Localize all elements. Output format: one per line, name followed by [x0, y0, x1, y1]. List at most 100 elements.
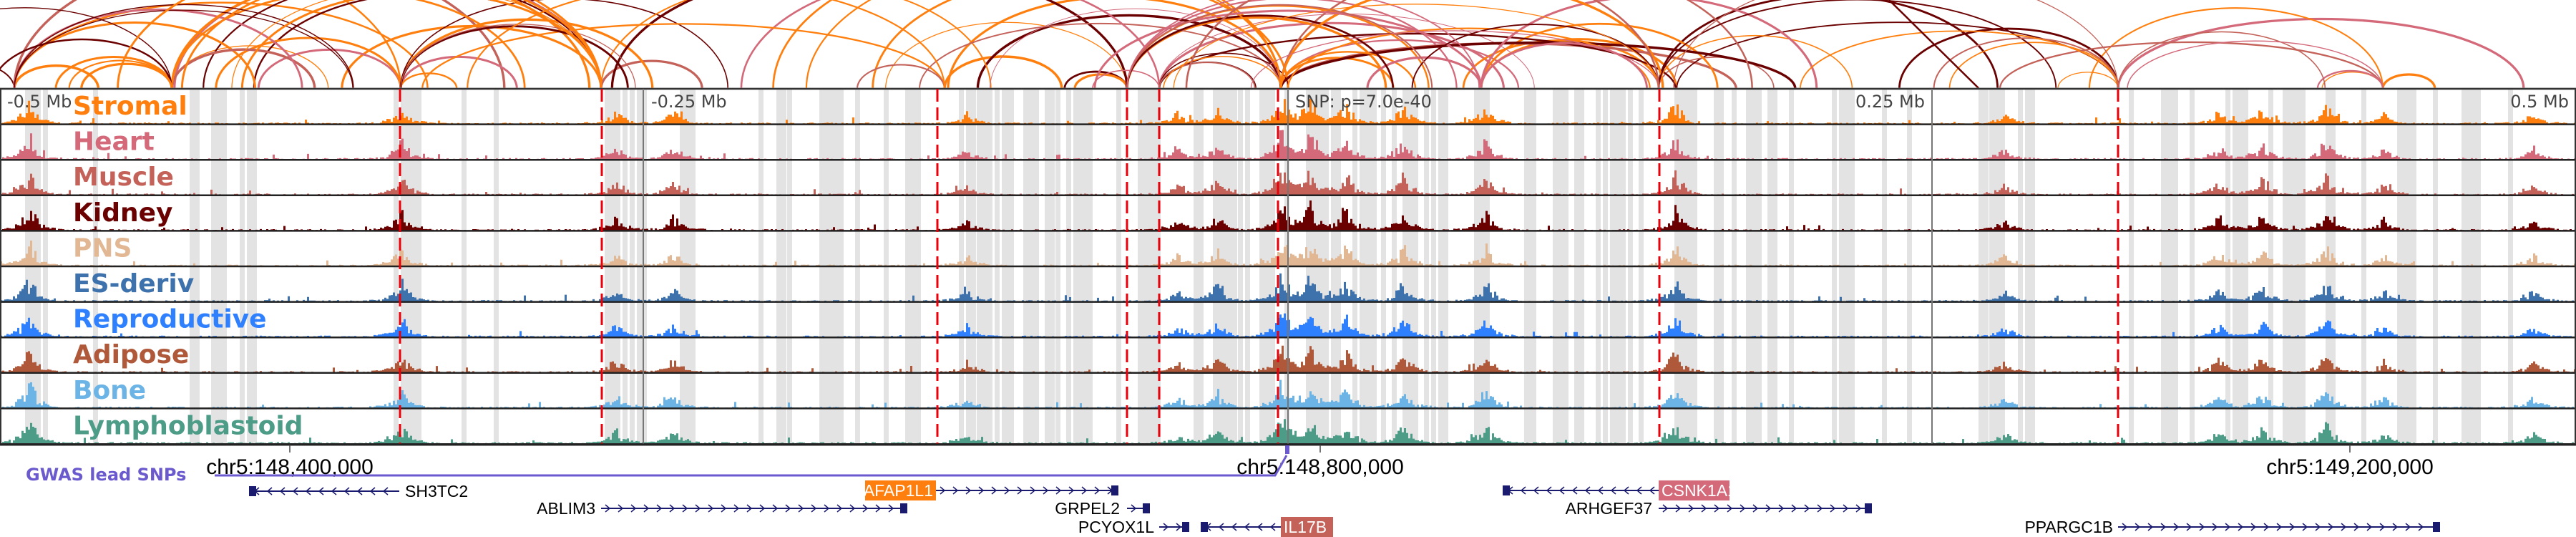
- loop-arc: [170, 0, 591, 89]
- offset-label-0.25: 0.25 Mb: [1855, 92, 1925, 112]
- strand-arrow-icon: [2212, 523, 2218, 531]
- chromatin-loop-arcs: [0, 0, 2525, 89]
- strand-arrow-icon: [940, 486, 946, 495]
- gene-sh3tc2[interactable]: SH3TC2: [249, 482, 468, 500]
- loop-arc: [1279, 42, 1797, 89]
- track-label: Muscle: [73, 163, 174, 192]
- loop-arc: [1799, 30, 2119, 89]
- gene-label: PPARGC1B: [2024, 518, 2113, 536]
- loop-arc: [600, 0, 992, 89]
- gene-afap1l1[interactable]: AFAP1L1: [864, 480, 1118, 500]
- strand-arrow-icon: [1688, 504, 1694, 513]
- strand-arrow-icon: [2366, 523, 2373, 531]
- loop-arc: [1676, 21, 2119, 89]
- gene-exon: [249, 486, 256, 496]
- gene-grpel2[interactable]: GRPEL2: [1055, 499, 1150, 518]
- loop-arc: [1480, 22, 1719, 89]
- loop-arc: [14, 9, 353, 89]
- loop-arc: [14, 4, 354, 89]
- gene-csnk1a1[interactable]: CSNK1A1: [1503, 480, 1737, 500]
- track-label: Lymphoblastoid: [73, 411, 303, 440]
- gene-label: PCYOX1L: [1078, 518, 1154, 536]
- loop-arc: [1073, 73, 1128, 89]
- offset-label-minus-0.25: -0.25 Mb: [651, 92, 727, 112]
- gene-ablim3[interactable]: ABLIM3: [537, 499, 907, 518]
- strand-arrow-icon: [2147, 523, 2154, 531]
- loop-arc: [872, 0, 1289, 89]
- loop-arc: [600, 59, 703, 89]
- loop-arc: [1279, 57, 1395, 89]
- loop-arc: [885, 21, 1128, 89]
- strand-arrow-icon: [1778, 504, 1785, 513]
- strand-arrow-icon: [1804, 504, 1810, 513]
- gene-arhgef37[interactable]: ARHGEF37: [1566, 499, 1872, 518]
- strand-arrow-icon: [2392, 523, 2399, 531]
- strand-arrow-icon: [1004, 486, 1010, 495]
- strand-arrow-icon: [669, 504, 675, 513]
- strand-arrow-icon: [1714, 504, 1720, 513]
- strand-arrow-icon: [2173, 523, 2180, 531]
- strand-arrow-icon: [2379, 523, 2386, 531]
- strand-arrow-icon: [682, 504, 688, 513]
- loop-arc: [1126, 0, 1480, 89]
- track-label: Heart: [73, 127, 155, 157]
- strand-arrow-icon: [1662, 504, 1669, 513]
- strand-arrow-icon: [1244, 523, 1250, 531]
- loop-arc: [0, 38, 173, 89]
- gene-exon: [2433, 522, 2440, 532]
- gene-label: ARHGEF37: [1566, 499, 1652, 518]
- strand-arrow-icon: [991, 486, 997, 495]
- strand-arrow-icon: [279, 487, 286, 495]
- strand-arrow-icon: [2276, 523, 2283, 531]
- loop-arc: [2316, 70, 2384, 89]
- strand-arrow-icon: [746, 504, 753, 513]
- gwas-snp-marker[interactable]: [1285, 445, 1289, 454]
- loop-arc: [13, 21, 256, 89]
- loop-arc: [1999, 41, 2384, 89]
- gene-label: SH3TC2: [405, 482, 468, 500]
- strand-arrow-icon: [318, 487, 324, 495]
- loop-arc: [1366, 56, 1483, 89]
- strand-arrow-icon: [2135, 523, 2141, 531]
- gene-pcyox1l[interactable]: PCYOX1L: [1078, 518, 1189, 536]
- loop-arc: [1126, 14, 1395, 89]
- strand-arrow-icon: [2328, 523, 2334, 531]
- gene-label: CSNK1A1: [1662, 481, 1737, 500]
- strand-arrow-icon: [1830, 504, 1836, 513]
- strand-arrow-icon: [1649, 486, 1655, 495]
- gene-il17b[interactable]: IL17B: [1201, 517, 1333, 537]
- loop-arc: [1158, 52, 1289, 89]
- gene-label: IL17B: [1284, 518, 1327, 536]
- gene-exon: [1865, 503, 1872, 513]
- strand-arrow-icon: [605, 504, 611, 513]
- gwas-snp-connector: [215, 455, 1288, 477]
- loop-arc: [180, 0, 602, 89]
- strand-arrow-icon: [721, 504, 727, 513]
- loop-arc: [1673, 0, 2119, 89]
- strand-arrow-icon: [1571, 486, 1578, 495]
- strand-arrow-icon: [2225, 523, 2231, 531]
- strand-arrow-icon: [1597, 486, 1604, 495]
- loop-arc: [990, 8, 1282, 89]
- track-label: Stromal: [73, 92, 187, 121]
- loop-arc: [1279, 51, 1417, 89]
- strand-arrow-icon: [1623, 486, 1629, 495]
- strand-arrow-icon: [965, 486, 972, 495]
- strand-arrow-icon: [1855, 504, 1862, 513]
- strand-arrow-icon: [1533, 486, 1539, 495]
- loop-arc: [342, 0, 402, 89]
- loop-arc: [68, 59, 173, 89]
- gene-label: GRPEL2: [1055, 499, 1120, 518]
- gene-ppargc1b[interactable]: PPARGC1B: [2024, 518, 2440, 536]
- loop-arc: [2117, 31, 2326, 89]
- loop-arc: [1898, 27, 2119, 89]
- loop-arc: [856, 64, 946, 89]
- loop-arc: [1185, 0, 1660, 89]
- loop-arc: [1163, 56, 1282, 89]
- strand-arrow-icon: [1043, 486, 1049, 495]
- strand-arrow-icon: [1558, 486, 1565, 495]
- loop-arc: [740, 0, 1161, 89]
- offset-label-0.5: 0.5 Mb: [2510, 92, 2569, 112]
- loop-arc: [1093, 9, 1483, 89]
- track-label: Reproductive: [73, 305, 267, 334]
